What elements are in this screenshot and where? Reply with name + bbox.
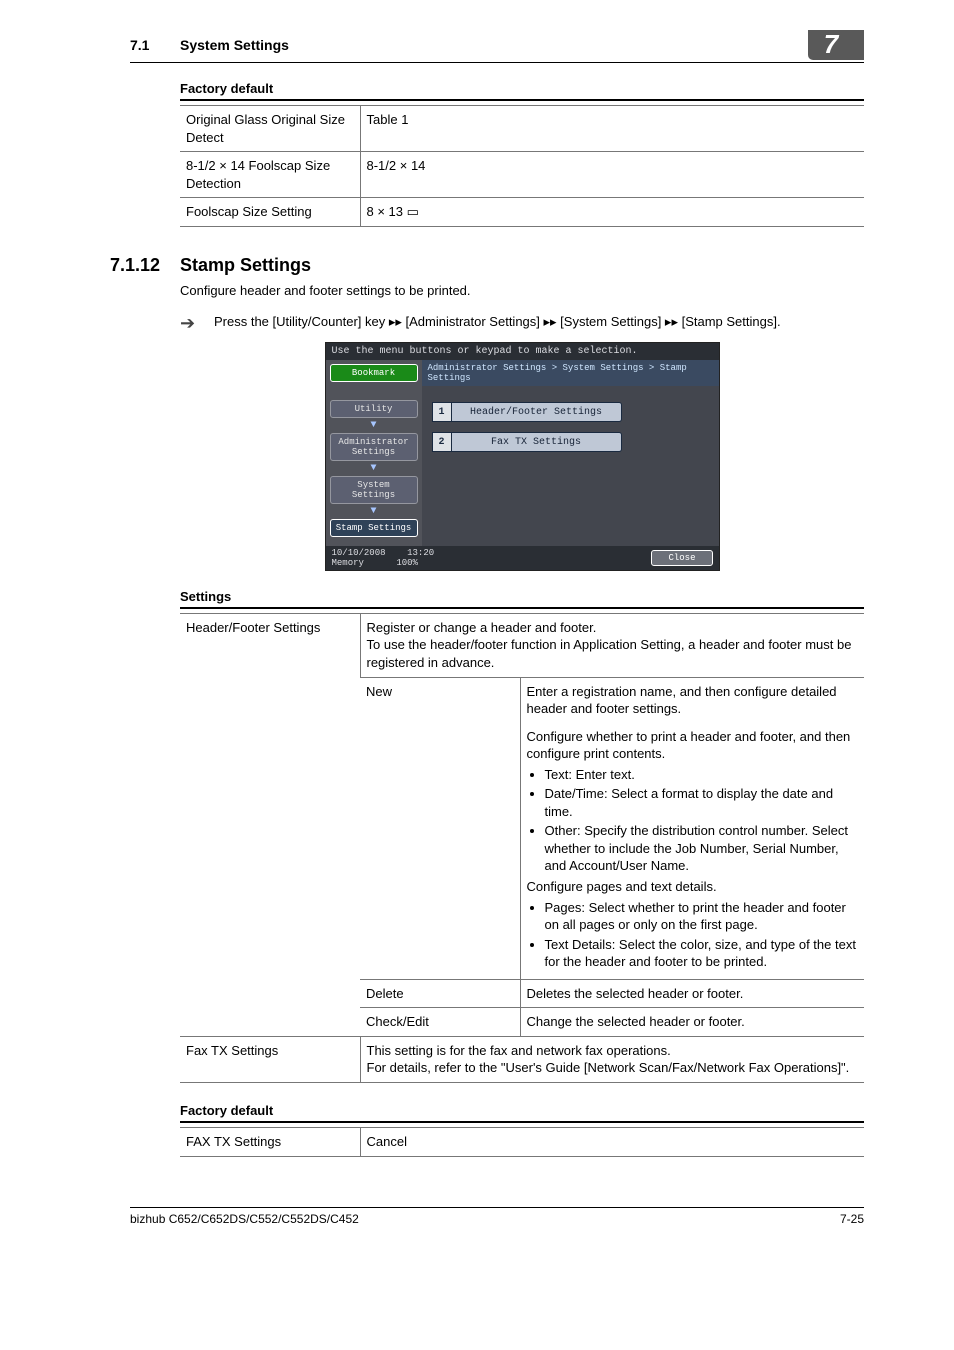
table-row: Foolscap Size Setting 8 × 13 ▭ [180,198,864,227]
intro-text: Configure header and footer settings to … [180,282,864,300]
device-sidebar: Bookmark Utility ▼ Administrator Setting… [326,360,422,546]
list-item: Text: Enter text. [545,766,859,784]
table-row: FAX TX Settings Cancel [180,1127,864,1156]
subsection-heading: 7.1.12 Stamp Settings [110,255,864,276]
factory-default-heading-2: Factory default [180,1103,864,1123]
page-footer: bizhub C652/C652DS/C552/C552DS/C452 7-25 [130,1207,864,1226]
sidebar-item-system[interactable]: System Settings [330,476,418,504]
step-row: ➔ Press the [Utility/Counter] key ▸▸ [Ad… [180,314,864,332]
option-number: 1 [432,402,452,422]
settings-sublabel-new: New [360,677,520,979]
bookmark-button[interactable]: Bookmark [330,364,418,382]
table-row: Fax TX Settings This setting is for the … [180,1036,864,1082]
status-memory-label: Memory [332,558,364,568]
subsection-number: 7.1.12 [110,255,180,276]
footer-page: 7-25 [840,1212,864,1226]
table-row: Header/Footer Settings Register or chang… [180,613,864,677]
sidebar-item-stamp[interactable]: Stamp Settings [330,519,418,537]
paper-orientation-icon: ▭ [407,204,419,219]
settings-sublabel-delete: Delete [360,979,520,1008]
settings-fax-desc: This setting is for the fax and network … [360,1036,864,1082]
sidebar-item-utility[interactable]: Utility [330,400,418,418]
option-number: 2 [432,432,452,452]
settings-heading: Settings [180,589,864,609]
list-item: Date/Time: Select a format to display th… [545,785,859,820]
fd-value: 8-1/2 × 14 [360,152,864,198]
arrow-right-icon: ➔ [180,314,200,332]
settings-sublabel-check: Check/Edit [360,1008,520,1037]
chevron-down-icon: ▼ [330,423,418,429]
settings-check-desc: Change the selected header or footer. [520,1008,864,1037]
fd-label: Foolscap Size Setting [180,198,360,227]
option-label: Header/Footer Settings [452,402,622,422]
settings-desc: Register or change a header and footer. … [360,613,864,677]
status-time: 13:20 [407,548,434,558]
table-row: 8-1/2 × 14 Foolscap Size Detection 8-1/2… [180,152,864,198]
factory-default-table-top: Original Glass Original Size Detect Tabl… [180,105,864,227]
sidebar-item-admin[interactable]: Administrator Settings [330,433,418,461]
list-item: Pages: Select whether to print the heade… [545,899,859,934]
new-p3: Configure pages and text details. [527,878,859,896]
fd-value: Cancel [360,1127,864,1156]
device-instruction: Use the menu buttons or keypad to make a… [326,343,719,360]
status-memory-value: 100% [396,558,418,568]
close-button[interactable]: Close [651,550,712,566]
list-item: Text Details: Select the color, size, an… [545,936,859,971]
chevron-down-icon: ▼ [330,466,418,472]
option-label: Fax TX Settings [452,432,622,452]
menu-option-fax-tx[interactable]: 2 Fax TX Settings [432,432,709,452]
menu-option-header-footer[interactable]: 1 Header/Footer Settings [432,402,709,422]
footer-model: bizhub C652/C652DS/C552/C552DS/C452 [130,1212,359,1226]
status-date: 10/10/2008 [332,548,386,558]
chevron-down-icon: ▼ [330,509,418,515]
settings-new-desc: Enter a registration name, and then conf… [520,677,864,979]
device-screenshot: Use the menu buttons or keypad to make a… [325,342,720,571]
table-row: Original Glass Original Size Detect Tabl… [180,106,864,152]
device-status-bar: 10/10/2008 13:20 Memory 100% Close [326,546,719,570]
list-item: Other: Specify the distribution control … [545,822,859,875]
device-breadcrumb: Administrator Settings > System Settings… [422,360,719,386]
settings-delete-desc: Deletes the selected header or footer. [520,979,864,1008]
fd-value-text: 8 × 13 [367,204,407,219]
fd-value: 8 × 13 ▭ [360,198,864,227]
chapter-tab: 7 [808,30,864,60]
settings-label-fax: Fax TX Settings [180,1036,360,1082]
fd-value: Table 1 [360,106,864,152]
factory-default-heading: Factory default [180,81,864,101]
new-p2: Configure whether to print a header and … [527,728,859,763]
fd-label: Original Glass Original Size Detect [180,106,360,152]
page-header: 7.1 System Settings 7 [130,30,864,63]
factory-default-table-bottom: FAX TX Settings Cancel [180,1127,864,1157]
settings-label: Header/Footer Settings [180,613,360,1036]
fd-label: 8-1/2 × 14 Foolscap Size Detection [180,152,360,198]
new-intro: Enter a registration name, and then conf… [527,683,859,718]
step-text: Press the [Utility/Counter] key ▸▸ [Admi… [214,314,781,332]
subsection-title: Stamp Settings [180,255,311,276]
settings-table: Header/Footer Settings Register or chang… [180,613,864,1083]
section-title: System Settings [180,37,808,53]
fd-label: FAX TX Settings [180,1127,360,1156]
section-number: 7.1 [130,37,180,53]
